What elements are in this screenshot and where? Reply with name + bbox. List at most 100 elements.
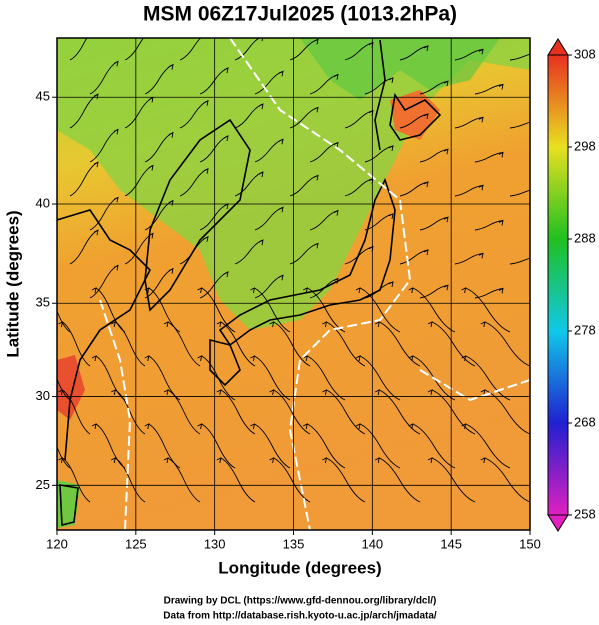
- streamline: [419, 80, 449, 95]
- streamline: [465, 423, 511, 469]
- streamline: [454, 252, 484, 265]
- stream-arrow: [93, 229, 99, 236]
- streamline: [124, 38, 144, 61]
- streamline: [167, 389, 201, 435]
- colorbar-tick-label: 288: [574, 230, 596, 245]
- stream-arrow: [443, 216, 449, 223]
- streamline: [484, 389, 530, 435]
- streamline: [254, 423, 291, 469]
- stream-arrow: [443, 148, 449, 155]
- stream-arrow: [269, 457, 275, 464]
- streamline: [364, 77, 394, 95]
- stream-arrow: [197, 287, 203, 294]
- colorbar: [547, 54, 569, 516]
- stream-arrow: [423, 45, 429, 52]
- contour: [419, 369, 530, 402]
- y-tick-label: 40: [36, 195, 50, 210]
- streamline: [89, 60, 119, 95]
- streamline: [399, 45, 429, 61]
- streamline: [199, 67, 229, 95]
- plot-frame: [56, 37, 531, 531]
- stream-arrow: [480, 321, 486, 328]
- streamline: [326, 389, 366, 435]
- stream-arrow: [374, 457, 380, 464]
- stream-arrow: [423, 249, 429, 256]
- coastline: [59, 484, 79, 527]
- stream-arrow: [333, 141, 339, 148]
- stream-arrow: [278, 70, 284, 77]
- stream-arrow: [149, 30, 153, 35]
- stream-arrow: [223, 67, 229, 74]
- stream-arrow: [203, 167, 209, 174]
- x-axis-label: Longitude (degrees): [218, 558, 381, 577]
- streamline: [201, 287, 236, 333]
- stream-arrow: [278, 206, 284, 213]
- streamline: [419, 216, 449, 231]
- stream-arrow: [58, 457, 64, 464]
- stream-arrow: [197, 423, 203, 430]
- stream-arrow: [478, 184, 484, 191]
- y-tick-label: 45: [36, 89, 50, 104]
- streamline: [62, 389, 91, 435]
- streamline: [254, 138, 284, 163]
- stream-arrow: [278, 274, 284, 281]
- streamline: [379, 457, 421, 503]
- stream-arrow: [258, 38, 264, 42]
- streamline: [326, 321, 366, 367]
- streamline: [509, 121, 530, 129]
- stream-arrow: [423, 113, 429, 120]
- stream-arrow: [322, 457, 328, 464]
- streamline: [89, 196, 119, 231]
- streamline: [57, 309, 71, 333]
- streamline: [379, 321, 421, 367]
- streamline: [144, 132, 174, 163]
- streamline: [199, 271, 229, 299]
- streamline: [179, 38, 202, 61]
- stream-arrow: [534, 53, 538, 58]
- stream-arrow: [427, 389, 433, 396]
- stream-arrow: [333, 73, 339, 80]
- streamline: [254, 274, 284, 299]
- stream-arrow: [302, 287, 308, 294]
- streamline: [364, 145, 394, 163]
- stream-arrow: [534, 121, 538, 126]
- streamline: [254, 287, 291, 333]
- streamline: [273, 389, 311, 435]
- coastline: [209, 338, 241, 387]
- stream-arrow: [322, 321, 328, 328]
- contour: [229, 38, 412, 530]
- streamline: [69, 161, 99, 197]
- y-tick-label: 30: [36, 388, 50, 403]
- stream-arrow: [461, 287, 467, 294]
- stream-arrow: [478, 252, 484, 259]
- colorbar-tick-label: 308: [574, 46, 596, 61]
- x-tick-label: 140: [361, 536, 383, 551]
- streamline: [364, 213, 394, 231]
- streamline: [509, 189, 530, 197]
- streamline: [167, 321, 201, 367]
- stream-arrow: [480, 389, 486, 396]
- stream-arrow: [278, 138, 284, 145]
- stream-arrow: [258, 103, 264, 110]
- y-tick-label: 25: [36, 477, 50, 492]
- stream-arrow: [168, 63, 174, 70]
- streamline: [199, 203, 229, 231]
- streamline: [124, 233, 154, 265]
- streamline: [144, 268, 174, 299]
- stream-arrow: [250, 423, 256, 430]
- streamline: [114, 321, 146, 367]
- streamline: [474, 84, 504, 95]
- stream-arrow: [388, 281, 394, 287]
- streamline: [399, 113, 429, 129]
- streamline: [474, 152, 504, 163]
- stream-arrow: [478, 48, 484, 55]
- streamlines: [57, 30, 538, 503]
- streamline: [234, 103, 264, 129]
- streamline: [124, 165, 154, 197]
- stream-arrow: [203, 235, 209, 242]
- stream-arrow: [258, 239, 264, 246]
- stream-arrow: [443, 284, 449, 291]
- stream-arrow: [91, 423, 97, 430]
- streamline: [431, 321, 476, 367]
